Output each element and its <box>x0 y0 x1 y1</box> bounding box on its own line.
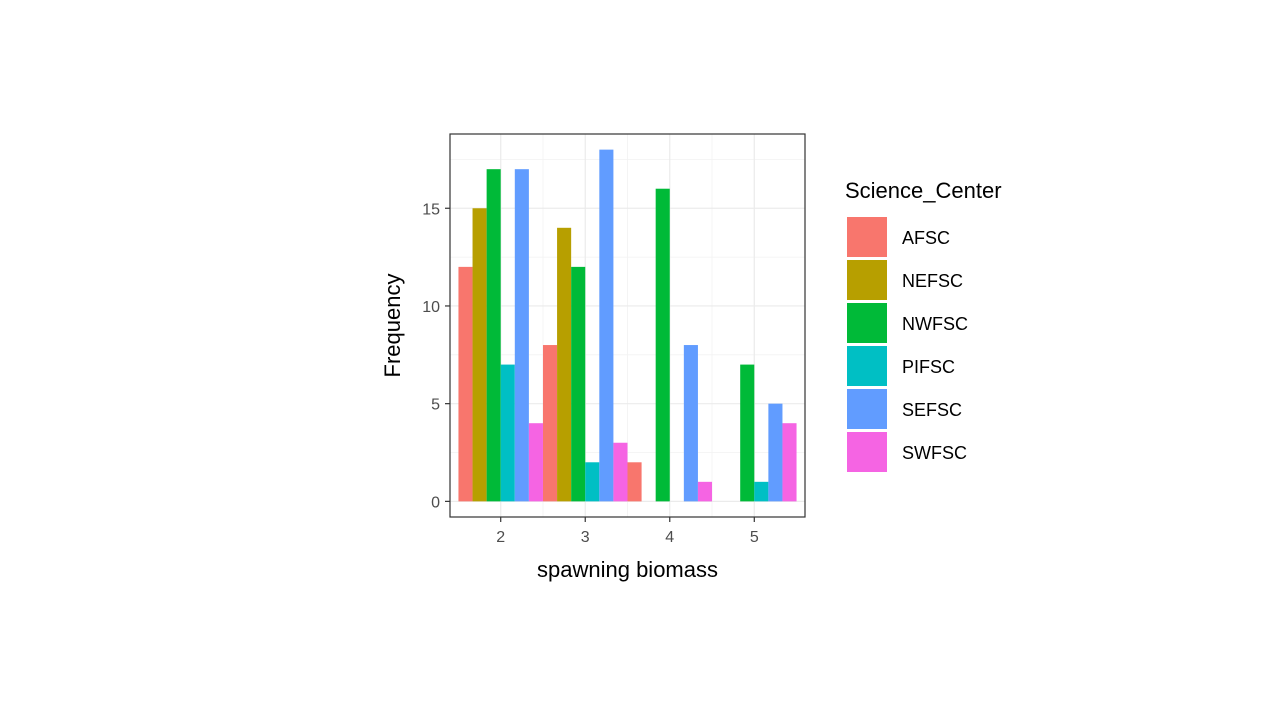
bar-afsc-2 <box>458 266 473 502</box>
legend-label-nefsc: NEFSC <box>902 271 963 291</box>
y-tick-label: 10 <box>422 299 440 316</box>
legend-label-sefsc: SEFSC <box>902 400 962 420</box>
legend-title: Science_Center <box>845 178 1002 203</box>
x-tick-label: 4 <box>665 529 674 546</box>
y-tick-label: 15 <box>422 201 440 218</box>
x-axis: 2 3 4 5 <box>496 517 759 546</box>
bar-nwfsc-5 <box>740 364 755 502</box>
bar-pifsc-2 <box>500 364 515 502</box>
bar-afsc-4 <box>627 462 642 502</box>
y-axis: 0 5 10 15 <box>422 201 450 511</box>
x-tick-label: 5 <box>750 529 759 546</box>
legend-key-nwfsc <box>847 303 887 343</box>
bar-swfsc-3 <box>613 442 628 502</box>
bar-pifsc-3 <box>585 462 600 502</box>
bar-nefsc-3 <box>557 227 572 502</box>
y-tick-label: 5 <box>431 397 440 414</box>
legend-key-afsc <box>847 217 887 257</box>
y-tick-label: 0 <box>431 494 440 511</box>
bar-nwfsc-4 <box>655 188 670 502</box>
bar-nwfsc-2 <box>486 169 501 502</box>
bar-sefsc-4 <box>683 345 698 502</box>
bar-nefsc-2 <box>472 208 487 502</box>
legend-label-afsc: AFSC <box>902 228 950 248</box>
legend-key-nefsc <box>847 260 887 300</box>
legend-key-sefsc <box>847 389 887 429</box>
bar-sefsc-2 <box>514 169 529 502</box>
bar-swfsc-5 <box>782 423 797 502</box>
x-tick-label: 3 <box>581 529 590 546</box>
panel-border <box>449 133 806 518</box>
y-axis-title: Frequency <box>380 274 405 378</box>
bar-sefsc-5 <box>768 403 783 502</box>
bar-nwfsc-3 <box>571 266 586 502</box>
legend-label-nwfsc: NWFSC <box>902 314 968 334</box>
bars <box>458 149 797 502</box>
x-axis-title: spawning biomass <box>537 557 718 582</box>
legend-label-swfsc: SWFSC <box>902 443 967 463</box>
x-tick-label: 2 <box>496 529 505 546</box>
legend-label-pifsc: PIFSC <box>902 357 955 377</box>
legend-key-pifsc <box>847 346 887 386</box>
bar-sefsc-3 <box>599 149 614 502</box>
bar-swfsc-2 <box>528 423 543 502</box>
bar-swfsc-4 <box>697 481 713 502</box>
bar-afsc-3 <box>542 345 558 502</box>
legend-key-swfsc <box>847 432 887 472</box>
bar-pifsc-5 <box>754 481 769 502</box>
legend: Science_Center AFSC NEFSC NWFSC PIFSC SEFSC S… <box>845 178 1002 472</box>
